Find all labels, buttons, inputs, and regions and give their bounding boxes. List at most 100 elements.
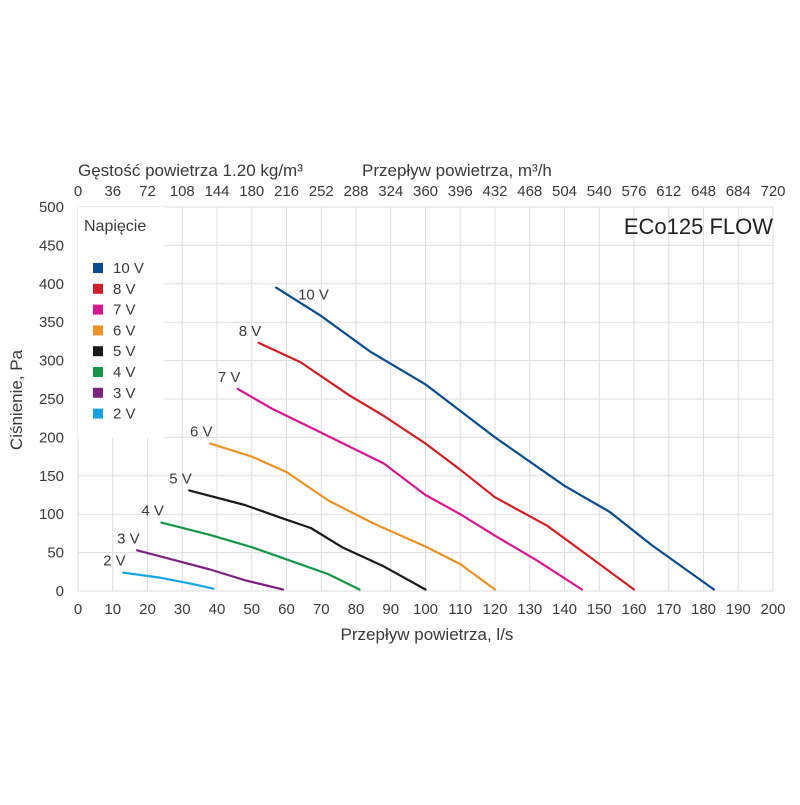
x-top-tick-label: 108 xyxy=(170,183,195,200)
x-top-tick-label: 36 xyxy=(104,183,121,200)
fan-curve-line xyxy=(122,571,215,590)
x-top-tick-label: 432 xyxy=(482,183,507,200)
legend-swatch xyxy=(93,387,103,398)
curve-voltage-label: 8 V xyxy=(239,323,262,340)
legend-swatch xyxy=(93,263,103,273)
top-axis-title: Przepływ powietrza, m³/h xyxy=(362,161,552,180)
legend-item-label: 10 V xyxy=(113,260,144,277)
x-bottom-tick-label: 50 xyxy=(243,601,260,618)
x-top-tick-label: 720 xyxy=(760,183,785,200)
x-bottom-tick-label: 130 xyxy=(517,601,542,618)
x-bottom-tick-label: 40 xyxy=(209,601,226,618)
y-tick-label: 150 xyxy=(39,468,64,485)
x-bottom-tick-label: 150 xyxy=(587,601,612,618)
x-top-tick-label: 252 xyxy=(309,183,334,200)
x-bottom-tick-label: 100 xyxy=(413,601,438,618)
x-top-tick-label: 504 xyxy=(552,183,577,200)
x-top-tick-label: 468 xyxy=(517,183,542,200)
curve-voltage-label: 2 V xyxy=(103,553,126,570)
x-top-tick-label: 324 xyxy=(378,183,403,200)
x-bottom-tick-label: 170 xyxy=(656,601,681,618)
y-tick-label: 400 xyxy=(39,276,64,293)
legend-item-label: 4 V xyxy=(113,364,136,381)
legend-swatch xyxy=(93,304,103,315)
curve-voltage-label: 10 V xyxy=(298,287,329,304)
x-bottom-tick-labels: 0 10 20 30 40 50 60 70 80 90 100 110 120 130 140 150 160… xyxy=(74,601,786,618)
y-tick-label: 200 xyxy=(39,429,64,446)
legend-item-label: 6 V xyxy=(113,322,136,339)
legend: Napięcie 10 V 8 V 7 V 6 V 5 V 4 V 3 V 2 V xyxy=(78,207,164,438)
x-bottom-tick-label: 120 xyxy=(482,601,507,618)
fan-curves: 10 V8 V7 V6 V5 V4 V3 V2 V xyxy=(103,286,715,591)
x-bottom-tick-label: 160 xyxy=(621,601,646,618)
y-tick-label: 350 xyxy=(39,314,64,331)
x-top-tick-label: 0 xyxy=(74,183,82,200)
x-bottom-tick-label: 200 xyxy=(760,601,785,618)
x-top-tick-label: 540 xyxy=(587,183,612,200)
air-density-title: Gęstość powietrza 1.20 kg/m³ xyxy=(78,161,303,180)
legend-swatch xyxy=(93,346,103,357)
fan-curve-line xyxy=(160,521,361,591)
x-bottom-tick-label: 140 xyxy=(552,601,577,618)
x-top-tick-label: 396 xyxy=(448,183,473,200)
x-top-tick-label: 288 xyxy=(343,183,368,200)
y-tick-label: 0 xyxy=(56,583,64,600)
fan-curve-line xyxy=(209,442,497,591)
fan-curve-line xyxy=(275,286,715,591)
y-tick-label: 450 xyxy=(39,237,64,254)
curve-voltage-label: 6 V xyxy=(190,424,213,441)
legend-item-label: 7 V xyxy=(113,302,136,319)
x-top-tick-label: 684 xyxy=(726,183,751,200)
legend-item-label: 2 V xyxy=(113,406,136,423)
x-top-tick-label: 144 xyxy=(204,183,229,200)
x-bottom-tick-label: 180 xyxy=(691,601,716,618)
x-top-tick-label: 360 xyxy=(413,183,438,200)
fan-curve-line xyxy=(188,489,427,591)
legend-item-label: 3 V xyxy=(113,385,136,402)
legend-background xyxy=(78,207,164,438)
fan-curve-line xyxy=(136,549,285,591)
legend-swatch xyxy=(93,325,103,336)
x-bottom-tick-label: 30 xyxy=(174,601,191,618)
x-bottom-tick-label: 60 xyxy=(278,601,295,618)
curve-voltage-label: 7 V xyxy=(218,369,241,386)
fan-curve-line xyxy=(257,341,636,591)
x-bottom-tick-label: 20 xyxy=(139,601,156,618)
x-bottom-tick-label: 0 xyxy=(74,601,82,618)
curve-voltage-label: 5 V xyxy=(169,470,192,487)
legend-item-label: 5 V xyxy=(113,343,136,360)
x-bottom-tick-label: 190 xyxy=(726,601,751,618)
legend-item-label: 8 V xyxy=(113,281,136,298)
x-bottom-tick-label: 10 xyxy=(104,601,121,618)
x-top-tick-labels: 0 36 72 108 144 180 216 252 288 324 360 396 432 468 50… xyxy=(74,183,786,200)
x-top-tick-label: 216 xyxy=(274,183,299,200)
x-bottom-tick-label: 110 xyxy=(448,601,472,618)
curve-voltage-label: 4 V xyxy=(141,503,164,520)
y-tick-label: 300 xyxy=(39,353,64,370)
y-axis-title: Ciśnienie, Pa xyxy=(7,349,26,450)
y-tick-label: 100 xyxy=(39,506,64,523)
fan-curve-line xyxy=(236,387,583,591)
y-tick-label: 50 xyxy=(47,545,64,562)
legend-swatch xyxy=(93,283,103,294)
bottom-axis-title: Przepływ powietrza, l/s xyxy=(341,625,514,644)
x-top-tick-label: 576 xyxy=(621,183,646,200)
y-tick-labels: 0 50 100 150 200 250 300 350 400 450 500 xyxy=(39,199,64,600)
legend-swatch xyxy=(93,367,103,377)
curve-voltage-label: 3 V xyxy=(117,530,140,547)
y-tick-label: 250 xyxy=(39,391,64,408)
legend-swatch xyxy=(93,408,103,419)
y-tick-label: 500 xyxy=(39,199,64,216)
x-top-tick-label: 648 xyxy=(691,183,716,200)
x-top-tick-label: 612 xyxy=(656,183,681,200)
model-name: ECo125 FLOW xyxy=(624,214,773,239)
x-bottom-tick-label: 70 xyxy=(313,601,330,618)
legend-title: Napięcie xyxy=(84,218,146,235)
x-bottom-tick-label: 80 xyxy=(348,601,365,618)
x-bottom-tick-label: 90 xyxy=(382,601,399,618)
x-top-tick-label: 72 xyxy=(139,183,156,200)
x-top-tick-label: 180 xyxy=(239,183,264,200)
gridlines xyxy=(77,206,774,592)
